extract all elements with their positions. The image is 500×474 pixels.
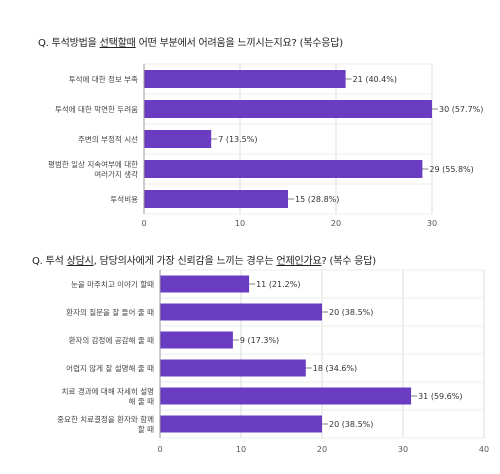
chart1-category-label: 투석에 대한 막연한 두려움: [55, 104, 138, 114]
chart1-value-label: 29 (55.8%): [429, 165, 473, 174]
chart1-title: Q. 투석방법을 선택할때 어떤 부분에서 어려움을 느끼시는지요? (복수응답…: [38, 34, 343, 49]
chart2-bar: [160, 387, 412, 405]
chart2-tick-label: 20: [317, 445, 327, 454]
chart2-value-label: 20 (38.5%): [329, 420, 373, 429]
chart1-tick-label: 10: [235, 219, 245, 228]
chart-1: 21 (40.4%) 투석에 대한 정보 부족 30 (57.7%) 투석에 대한 막…: [48, 63, 483, 228]
chart2-category-label: 중요한 치료결정을 환자와 함께: [57, 414, 154, 424]
chart1-bar: [144, 100, 432, 118]
chart1-category-label: 투석비용: [110, 194, 138, 204]
chart2-category-label: 치료 경과에 대해 자세히 설명: [62, 386, 154, 396]
chart2-category-label: 환자의 질문을 잘 들어 줄 때: [66, 307, 154, 317]
chart2-value-label: 20 (38.5%): [329, 308, 373, 317]
chart2-value-label: 31 (59.6%): [418, 392, 462, 401]
chart1-value-label: 21 (40.4%): [353, 75, 397, 84]
chart2-category-label: 환자의 감정에 공감해 줄 때: [69, 335, 155, 345]
chart2-tick-label: 40: [479, 445, 489, 454]
chart2-bar: [160, 331, 233, 349]
chart1-category-label: 투석에 대한 정보 부족: [69, 74, 138, 84]
chart1-tick-label: 20: [331, 219, 341, 228]
chart2-category-label: 할 때: [138, 424, 154, 434]
chart2-title-prefix: Q. 투석: [32, 256, 67, 267]
chart2-title-underlined2: 언제인가요: [276, 256, 322, 267]
chart1-tick-label: 30: [427, 219, 437, 228]
chart1-category-label: 주변의 부정적 시선: [78, 134, 138, 144]
chart1-tick-label: 0: [141, 219, 146, 228]
chart2-category-label: 눈을 마주치고 이야기 할때: [71, 279, 154, 289]
chart2-bar: [160, 275, 250, 293]
chart2-category-label: 어렵지 않게 잘 설명해 줄 때: [66, 363, 154, 373]
chart2-tick-label: 30: [398, 445, 408, 454]
chart1-category-label: 평범한 일상 지속여부에 대한: [48, 159, 138, 169]
chart1-title-suffix: 어떤 부분에서 어려움을 느끼시는지요? (복수응답): [135, 38, 344, 49]
chart2-tick-label: 0: [157, 445, 162, 454]
chart1-bar: [144, 190, 288, 208]
chart1-value-label: 7 (13.5%): [218, 135, 257, 144]
chart2-value-label: 11 (21.2%): [256, 280, 300, 289]
chart2-title-suffix: ? (복수 응답): [321, 256, 376, 267]
chart2-category-label: 해 줄 때: [129, 396, 155, 406]
chart2-value-label: 18 (34.6%): [313, 364, 357, 373]
chart1-value-label: 30 (57.7%): [439, 105, 483, 114]
chart2-bar: [160, 415, 322, 433]
chart1-bar: [144, 70, 346, 88]
chart1-bar: [144, 130, 212, 148]
chart1-bar: [144, 160, 423, 178]
chart2-bar: [160, 359, 306, 377]
chart2-title-underlined: 상담시: [66, 256, 94, 267]
chart1-title-underlined: 선택할때: [99, 38, 136, 49]
chart1-category-label: 여러가지 생각: [94, 169, 138, 179]
chart2-value-label: 9 (17.3%): [240, 336, 279, 345]
chart-2: 11 (21.2%) 눈을 마주치고 이야기 할때 20 (38.5%) 환자의 질문…: [57, 269, 489, 454]
chart2-title: Q. 투석 상담시, 담당의사에게 가장 신뢰감을 느끼는 경우는 언제인가요?…: [32, 252, 376, 267]
chart2-title-middle: , 담당의사에게 가장 신뢰감을 느끼는 경우는: [93, 256, 277, 267]
chart1-value-label: 15 (28.8%): [295, 195, 339, 204]
chart2-bar: [160, 303, 322, 321]
chart2-tick-label: 10: [236, 445, 246, 454]
chart1-title-prefix: Q. 투석방법을: [38, 38, 100, 49]
